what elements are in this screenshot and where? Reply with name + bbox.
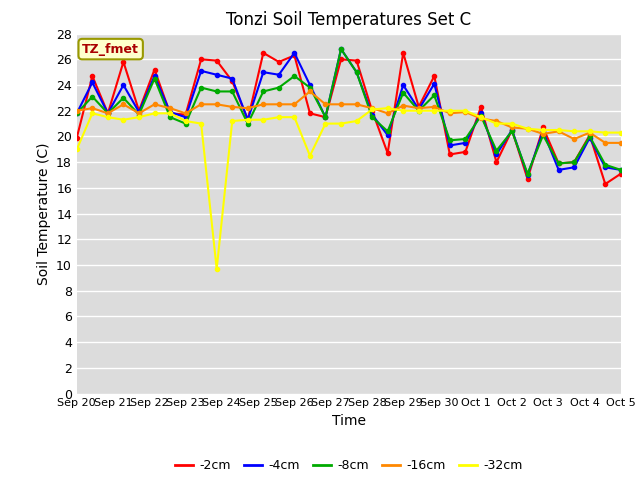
Y-axis label: Soil Temperature (C): Soil Temperature (C) (36, 143, 51, 285)
Legend: -2cm, -4cm, -8cm, -16cm, -32cm: -2cm, -4cm, -8cm, -16cm, -32cm (170, 455, 528, 477)
X-axis label: Time: Time (332, 414, 366, 428)
Title: Tonzi Soil Temperatures Set C: Tonzi Soil Temperatures Set C (226, 11, 472, 29)
Text: TZ_fmet: TZ_fmet (82, 43, 139, 56)
